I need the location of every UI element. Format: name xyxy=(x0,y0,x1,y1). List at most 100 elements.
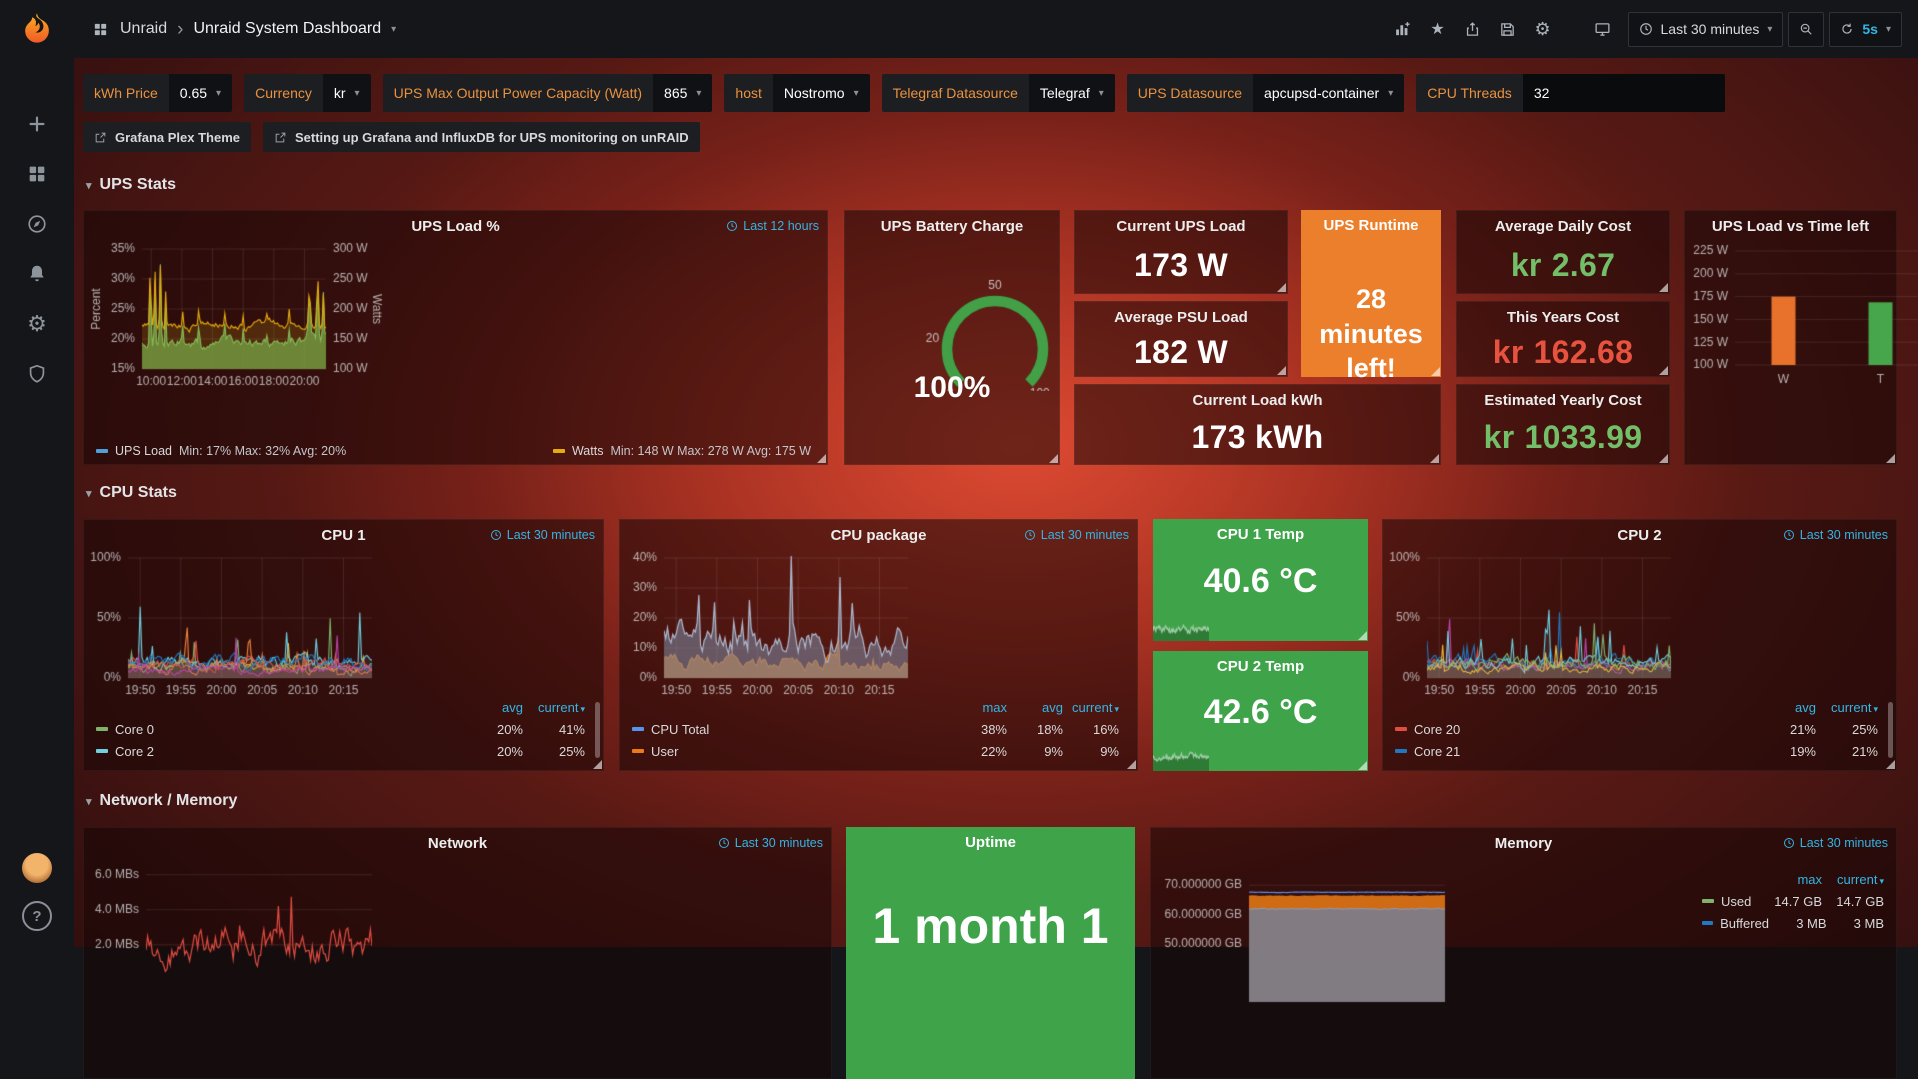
link-grafana-plex-theme[interactable]: Grafana Plex Theme xyxy=(83,122,251,152)
add-panel-icon[interactable] xyxy=(1393,19,1413,39)
section-header-network-memory[interactable]: ▾ Network / Memory xyxy=(86,792,238,809)
sidebar-item-dashboards[interactable] xyxy=(25,162,49,186)
legend-col-avg[interactable]: avg xyxy=(1795,700,1816,715)
panel-title[interactable]: CPU package xyxy=(830,526,927,544)
panel-title[interactable]: Average Daily Cost xyxy=(1494,217,1632,235)
variable-value-dropdown[interactable]: Telegraf ▾ xyxy=(1028,74,1115,112)
share-icon[interactable] xyxy=(1463,19,1483,39)
series-name[interactable]: Watts xyxy=(571,444,604,458)
section-header-ups-stats[interactable]: ▾ UPS Stats xyxy=(86,176,176,193)
series-name[interactable]: Core 0 xyxy=(115,721,155,737)
load-vs-time-bar-chart[interactable] xyxy=(1685,241,1918,391)
ups-load-chart[interactable] xyxy=(84,241,384,391)
panel-resize-handle[interactable] xyxy=(1431,367,1440,376)
panel-time-override[interactable]: Last 30 minutes xyxy=(490,520,595,550)
help-icon[interactable]: ? xyxy=(22,901,52,931)
panel-resize-handle[interactable] xyxy=(817,454,826,463)
sidebar-item-configuration[interactable]: ⚙ xyxy=(27,311,47,336)
legend-col-max[interactable]: max xyxy=(1797,872,1822,887)
user-avatar[interactable] xyxy=(22,853,52,883)
cpu1-chart[interactable] xyxy=(84,550,384,700)
panel-resize-handle[interactable] xyxy=(1277,366,1286,375)
panel-resize-handle[interactable] xyxy=(1886,454,1895,463)
legend-col-avg[interactable]: avg xyxy=(502,700,523,715)
series-name[interactable]: UPS Load xyxy=(115,444,172,458)
panel-title[interactable]: Network xyxy=(427,834,488,852)
panel-time-override[interactable]: Last 30 minutes xyxy=(1783,828,1888,858)
refresh-picker[interactable]: 5s ▾ xyxy=(1829,11,1902,47)
cpu2-chart[interactable] xyxy=(1383,550,1683,700)
grafana-logo[interactable] xyxy=(0,11,74,47)
panel-resize-handle[interactable] xyxy=(1127,760,1136,769)
panel-title[interactable]: CPU 2 xyxy=(1617,526,1662,544)
breadcrumb-folder[interactable]: Unraid xyxy=(120,20,168,37)
panel-title[interactable]: UPS Runtime xyxy=(1323,216,1419,234)
panel-resize-handle[interactable] xyxy=(1659,454,1668,463)
series-name[interactable]: Buffered xyxy=(1720,915,1770,931)
panel-resize-handle[interactable] xyxy=(1886,760,1895,769)
link-ups-monitoring-guide[interactable]: Setting up Grafana and InfluxDB for UPS … xyxy=(263,122,700,152)
chevron-down-icon[interactable]: ▾ xyxy=(391,23,397,35)
star-icon[interactable]: ★ xyxy=(1430,21,1445,38)
variable-value-dropdown[interactable]: Nostromo ▾ xyxy=(772,74,870,112)
kiosk-monitor-icon[interactable] xyxy=(1593,19,1613,39)
panel-resize-handle[interactable] xyxy=(1659,366,1668,375)
variable-value-dropdown[interactable]: 0.65 ▾ xyxy=(168,74,233,112)
panel-resize-handle[interactable] xyxy=(1049,454,1058,463)
series-name[interactable]: Core 2 xyxy=(115,743,155,759)
settings-gear-icon[interactable]: ⚙ xyxy=(1534,18,1551,39)
memory-chart[interactable] xyxy=(1151,858,1451,1008)
legend-col-current[interactable]: current ▾ xyxy=(1072,700,1119,715)
sidebar-item-server-admin[interactable] xyxy=(25,362,49,386)
panel-resize-handle[interactable] xyxy=(1430,454,1439,463)
section-header-cpu-stats[interactable]: ▾ CPU Stats xyxy=(86,484,177,501)
variable-value-dropdown[interactable]: apcupsd-container ▾ xyxy=(1253,74,1405,112)
panel-title[interactable]: Current Load kWh xyxy=(1192,391,1323,409)
panel-title[interactable]: Current UPS Load xyxy=(1116,217,1246,235)
sidebar-item-create[interactable] xyxy=(25,112,49,136)
variable-value-dropdown[interactable]: kr ▾ xyxy=(322,74,371,112)
panel-resize-handle[interactable] xyxy=(1659,283,1668,292)
panel-time-override[interactable]: Last 30 minutes xyxy=(718,828,823,858)
panel-title[interactable]: UPS Load % xyxy=(411,217,500,235)
series-name[interactable]: CPU Total xyxy=(651,721,710,737)
panel-title[interactable]: Estimated Yearly Cost xyxy=(1484,391,1642,409)
dashboard-title[interactable]: Unraid System Dashboard xyxy=(193,20,382,37)
panel-title[interactable]: UPS Load vs Time left xyxy=(1711,217,1870,235)
panel-resize-handle[interactable] xyxy=(1358,631,1367,640)
series-name[interactable]: Used xyxy=(1721,893,1752,909)
sidebar-item-explore[interactable] xyxy=(25,212,49,236)
legend-col-avg[interactable]: avg xyxy=(1042,700,1063,715)
legend-col-max[interactable]: max xyxy=(982,700,1007,715)
panel-time-override[interactable]: Last 30 minutes xyxy=(1783,520,1888,550)
panel-time-override[interactable]: Last 30 minutes xyxy=(1024,520,1129,550)
legend-scrollbar[interactable] xyxy=(595,702,600,758)
panel-resize-handle[interactable] xyxy=(1277,283,1286,292)
cpu-package-chart[interactable] xyxy=(620,550,920,700)
sidebar-item-alerting[interactable] xyxy=(25,262,49,286)
legend-col-current[interactable]: current ▾ xyxy=(538,700,585,715)
legend-col-current[interactable]: current ▾ xyxy=(1831,700,1878,715)
panel-resize-handle[interactable] xyxy=(593,760,602,769)
panel-title[interactable]: CPU 1 xyxy=(321,526,366,544)
panel-title[interactable]: This Years Cost xyxy=(1506,308,1620,326)
panel-resize-handle[interactable] xyxy=(1358,761,1367,770)
cpu-threads-input[interactable]: 32 xyxy=(1522,74,1725,112)
panel-title[interactable]: Average PSU Load xyxy=(1114,308,1248,326)
legend-col-current[interactable]: current ▾ xyxy=(1837,872,1884,887)
panel-title[interactable]: CPU 2 Temp xyxy=(1216,657,1305,675)
network-chart[interactable] xyxy=(84,858,384,1008)
time-range-picker[interactable]: Last 30 minutes ▾ xyxy=(1627,11,1784,47)
variable-value-dropdown[interactable]: 865 ▾ xyxy=(653,74,713,112)
panel-title[interactable]: Memory xyxy=(1494,834,1553,852)
apps-grid-icon[interactable] xyxy=(90,19,110,39)
panel-title[interactable]: Uptime xyxy=(965,833,1016,851)
save-icon[interactable] xyxy=(1498,19,1518,39)
legend-scrollbar[interactable] xyxy=(1888,702,1893,758)
series-name[interactable]: Core 21 xyxy=(1414,743,1461,759)
panel-time-override[interactable]: Last 12 hours xyxy=(726,211,819,241)
series-name[interactable]: Core 20 xyxy=(1414,721,1461,737)
zoom-out-button[interactable] xyxy=(1788,11,1825,47)
panel-title[interactable]: UPS Battery Charge xyxy=(880,217,1024,235)
panel-title[interactable]: CPU 1 Temp xyxy=(1216,525,1305,543)
